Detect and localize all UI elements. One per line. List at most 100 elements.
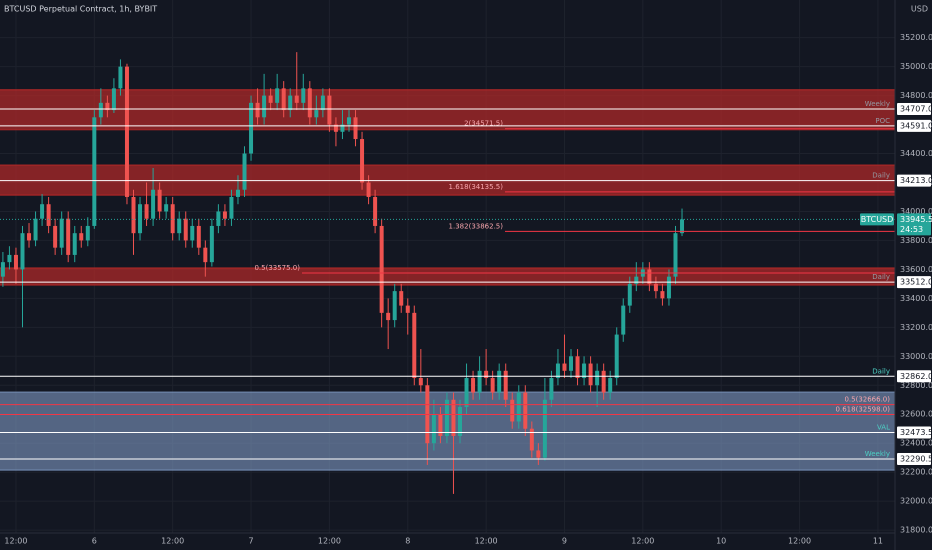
candle-body [333, 124, 338, 132]
candle-body [484, 370, 489, 379]
y-tick-label: 35000.00 [900, 62, 932, 71]
candle-body [0, 262, 5, 277]
fib-label: 1.382(33862.5) [449, 222, 504, 230]
fib-label: 2(34571.5) [464, 120, 503, 128]
candle-body [627, 283, 632, 306]
fib-label: 0.618(32598.0) [836, 406, 891, 414]
candle-body [346, 117, 351, 125]
candle-body [138, 204, 143, 234]
y-tick-label: 32800.00 [900, 381, 932, 390]
candle-body [399, 291, 404, 306]
x-tick-label: 12:00 [475, 537, 498, 546]
candle-body [601, 370, 606, 393]
candle-body [458, 406, 462, 436]
candle-body [660, 291, 665, 299]
candle-body [33, 218, 38, 241]
candle-body [190, 225, 195, 241]
candle-body [595, 370, 600, 386]
level-price: 34707.0 [900, 105, 932, 114]
candle-body [392, 291, 397, 321]
level-name: Daily [872, 273, 890, 281]
candle-body [451, 399, 456, 436]
candle-body [464, 378, 469, 407]
axis-layer: 31800.00 32000.00 32200.00 32400.00 32600.00… [4, 33, 932, 545]
candle-body [235, 189, 240, 197]
candle-body [79, 233, 84, 241]
level-price: 34213.0 [900, 176, 932, 185]
last-price-tag [897, 213, 931, 236]
y-tick-label: 33000.00 [900, 352, 932, 361]
candle-body [275, 88, 280, 103]
zone [0, 165, 895, 196]
candle-body [405, 305, 410, 313]
level-tag [897, 174, 931, 187]
candle-body [412, 312, 417, 379]
candle-body [118, 66, 123, 89]
candle-body [249, 102, 254, 154]
candle-layer [0, 52, 685, 494]
y-tick-label: 32400.00 [900, 439, 932, 448]
fib-label: 0.5(33575.0) [254, 264, 300, 272]
level-tag [897, 370, 931, 383]
y-tick-label: 32200.00 [900, 468, 932, 477]
y-tick-label: 33200.00 [900, 323, 932, 332]
candle-body [431, 414, 436, 444]
candle-body [288, 95, 293, 111]
level-price: 32290.5 [900, 455, 932, 464]
x-tick-label: 12:00 [788, 537, 811, 546]
candle-body [510, 399, 515, 422]
x-tick-label: 10 [716, 537, 726, 546]
candle-body [72, 233, 77, 255]
candle-body [529, 428, 534, 451]
x-tick-label: 9 [562, 537, 567, 546]
chart-title: BTCUSD Perpetual Contract, 1h, BYBIT [4, 5, 157, 14]
candle-body [307, 88, 312, 118]
level-name: Weekly [865, 100, 890, 108]
candle-body [281, 88, 286, 111]
candle-body [262, 95, 267, 118]
candle-body [549, 378, 554, 400]
candle-body [588, 363, 593, 386]
candle-body [523, 392, 528, 429]
candle-body [151, 189, 156, 219]
candle-body [320, 95, 325, 111]
candle-body [7, 254, 12, 263]
candle-body [379, 225, 384, 313]
candle-body [229, 196, 234, 219]
candle-body [503, 370, 508, 400]
candle-body [66, 218, 71, 255]
y-tick-label: 34000.00 [900, 207, 932, 216]
candle-body [555, 363, 560, 379]
candle-body [327, 95, 332, 125]
level-name: POC [875, 117, 890, 125]
candle-body [634, 276, 639, 284]
symbol-label: BTCUSD [861, 215, 894, 224]
candle-body [569, 356, 574, 371]
candle-body [59, 218, 64, 248]
x-tick-label: 8 [405, 537, 410, 546]
x-tick-label: 6 [92, 537, 97, 546]
x-tick-label: 12:00 [631, 537, 654, 546]
candle-body [92, 117, 97, 226]
level-tag [897, 103, 931, 116]
level-tag [897, 276, 931, 289]
candle-body [608, 378, 613, 393]
candle-body [196, 225, 201, 248]
x-tick-label: 12:00 [161, 537, 184, 546]
candle-body [209, 225, 214, 263]
candle-body [490, 378, 495, 393]
candle-body [653, 283, 658, 292]
candle-body [268, 95, 273, 103]
candle-body [105, 102, 110, 111]
candle-body [562, 363, 567, 371]
candle-body [216, 211, 221, 226]
candle-body [536, 450, 541, 458]
candle-body [621, 305, 626, 335]
candle-body [386, 312, 391, 321]
candle-body [144, 204, 149, 219]
candle-body [27, 233, 32, 241]
y-tick-label: 31800.00 [900, 526, 932, 535]
last-price-label: 33945.5 [900, 215, 932, 224]
candle-body [131, 196, 136, 234]
y-tick-label: 32000.00 [900, 497, 932, 506]
